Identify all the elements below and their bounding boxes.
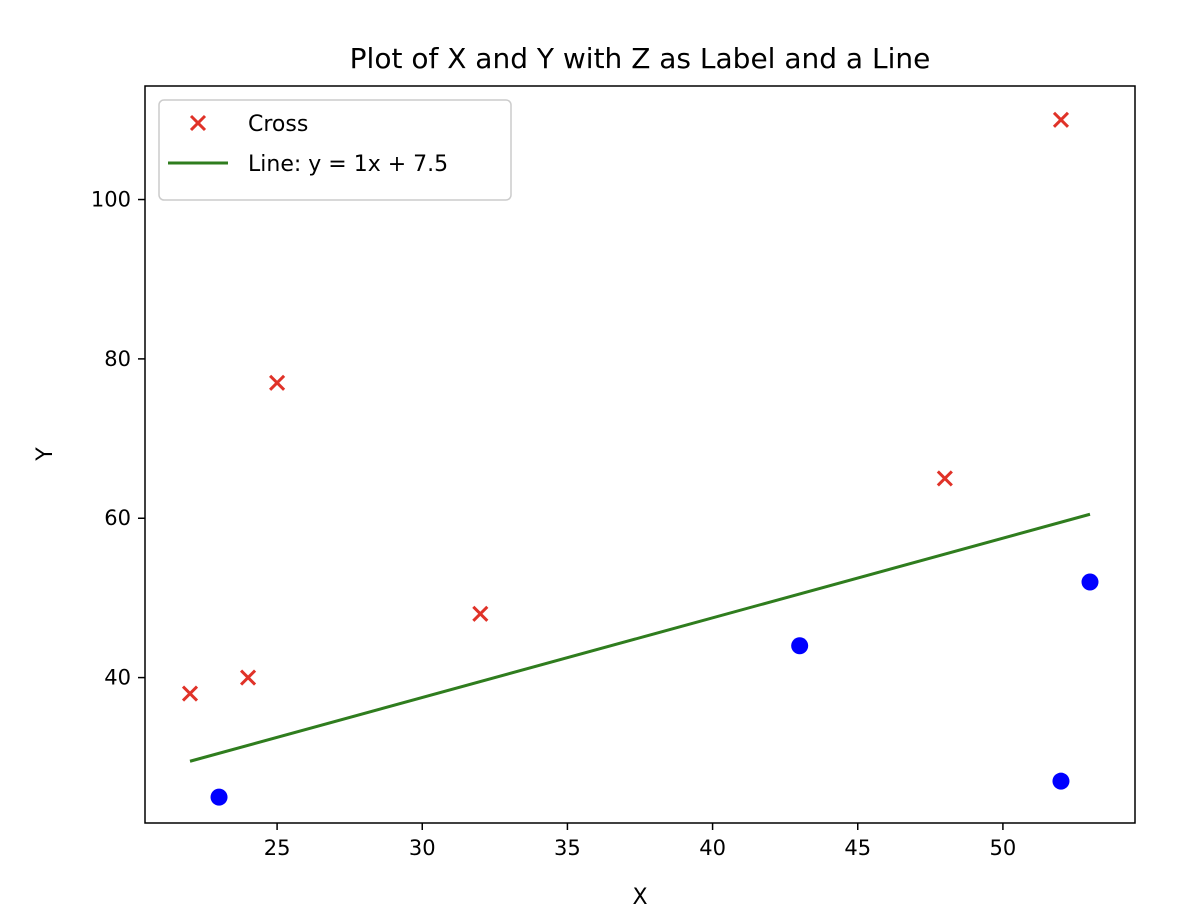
legend-entry-label: Line: y = 1x + 7.5: [248, 152, 448, 177]
circle-point: [791, 637, 809, 655]
x-axis-label: X: [632, 885, 647, 910]
legend-entry-label: Cross: [248, 112, 308, 137]
y-axis-label: Y: [33, 447, 58, 462]
cross-point: [240, 669, 257, 686]
circle-point: [1052, 772, 1070, 790]
legend-box: [158, 99, 512, 201]
x-tick-label: 50: [990, 836, 1017, 860]
plot-area: [145, 86, 1135, 823]
marks-layer: [181, 111, 1099, 806]
y-axis: 40 60 80 100: [91, 188, 145, 690]
cross-stroke: [472, 605, 489, 622]
cross-stroke: [240, 669, 257, 686]
x-tick-label: 30: [409, 836, 436, 860]
circle-point: [210, 788, 228, 806]
x-tick-label: 40: [699, 836, 726, 860]
y-tick-label: 40: [104, 666, 131, 690]
cross-point: [472, 605, 489, 622]
cross-point: [936, 470, 953, 487]
cross-stroke: [181, 685, 199, 702]
cross-point: [269, 374, 286, 391]
legend-cross-icon: [189, 114, 207, 132]
chart-title: Plot of X and Y with Z as Label and a Li…: [350, 42, 931, 75]
cross-stroke: [936, 470, 953, 487]
cross-stroke: [1052, 111, 1070, 128]
x-axis: 25 30 35 40 45 50: [264, 823, 1017, 860]
y-tick-label: 80: [104, 347, 131, 371]
fit-line: [189, 512, 1091, 763]
cross-point: [1052, 111, 1070, 128]
cross-point: [181, 685, 199, 702]
plot-frame: [144, 85, 1136, 824]
y-tick-label: 60: [104, 506, 131, 530]
legend: Cross Line: y = 1x + 7.5: [158, 99, 512, 201]
x-tick-label: 25: [264, 836, 291, 860]
x-tick-label: 35: [554, 836, 581, 860]
cross-stroke: [269, 374, 286, 391]
cross-stroke: [189, 114, 207, 132]
circle-point: [1081, 573, 1099, 591]
y-tick-label: 100: [91, 188, 131, 212]
x-tick-label: 45: [844, 836, 871, 860]
